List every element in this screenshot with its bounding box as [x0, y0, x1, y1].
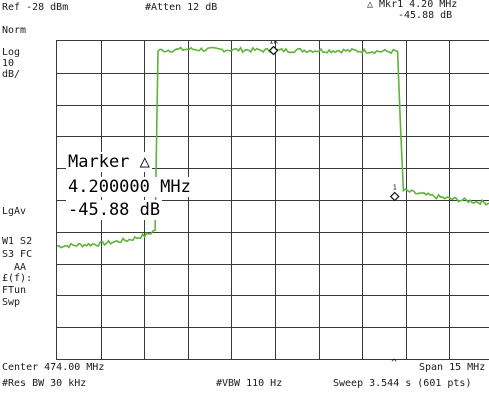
delta-marker-diamond [389, 191, 400, 202]
trace-label-6: Swp [2, 297, 21, 308]
trace-label-2: S3 FC [2, 249, 33, 260]
trace-label-3: AA [14, 262, 27, 273]
span-caret: ^ [391, 358, 398, 369]
span: Span 15 MHz [419, 362, 486, 373]
scale-unit: dB/ [2, 69, 21, 80]
attenuation: #Atten 12 dB [145, 2, 218, 13]
averaging-label: LgAv [2, 206, 27, 217]
marker-readout-amplitude: -45.88 dB [66, 200, 163, 220]
marker-value: -45.88 dB [398, 10, 453, 21]
trace-label-4: £(f): [2, 273, 33, 284]
delta-marker-label: 1 [393, 184, 397, 192]
scale-value: 10 [2, 58, 15, 69]
trace-label-5: FTun [2, 285, 27, 296]
marker-readout-title: Marker △ [66, 152, 152, 172]
marker-readout-frequency: 4.200000 MHz [66, 177, 193, 197]
plot-area: 1R 1 [56, 40, 489, 360]
marker-id: △ Mkr1 4.20 MHz [367, 0, 458, 10]
reference-marker-diamond [268, 45, 279, 56]
sweep-time: Sweep 3.544 s (601 pts) [333, 378, 472, 389]
scale-type: Log [2, 47, 21, 58]
resolution-bandwidth: #Res BW 30 kHz [2, 378, 87, 389]
reference-level: Ref -28 dBm [2, 2, 69, 13]
detector-mode: Norm [2, 25, 27, 36]
spectrum-plot: 1R 1 [57, 41, 489, 359]
center-frequency: Center 474.00 MHz [2, 362, 105, 373]
reference-marker-label: 1R [269, 41, 278, 46]
video-bandwidth: #VBW 110 Hz [216, 378, 283, 389]
trace-label-1: W1 S2 [2, 236, 33, 247]
